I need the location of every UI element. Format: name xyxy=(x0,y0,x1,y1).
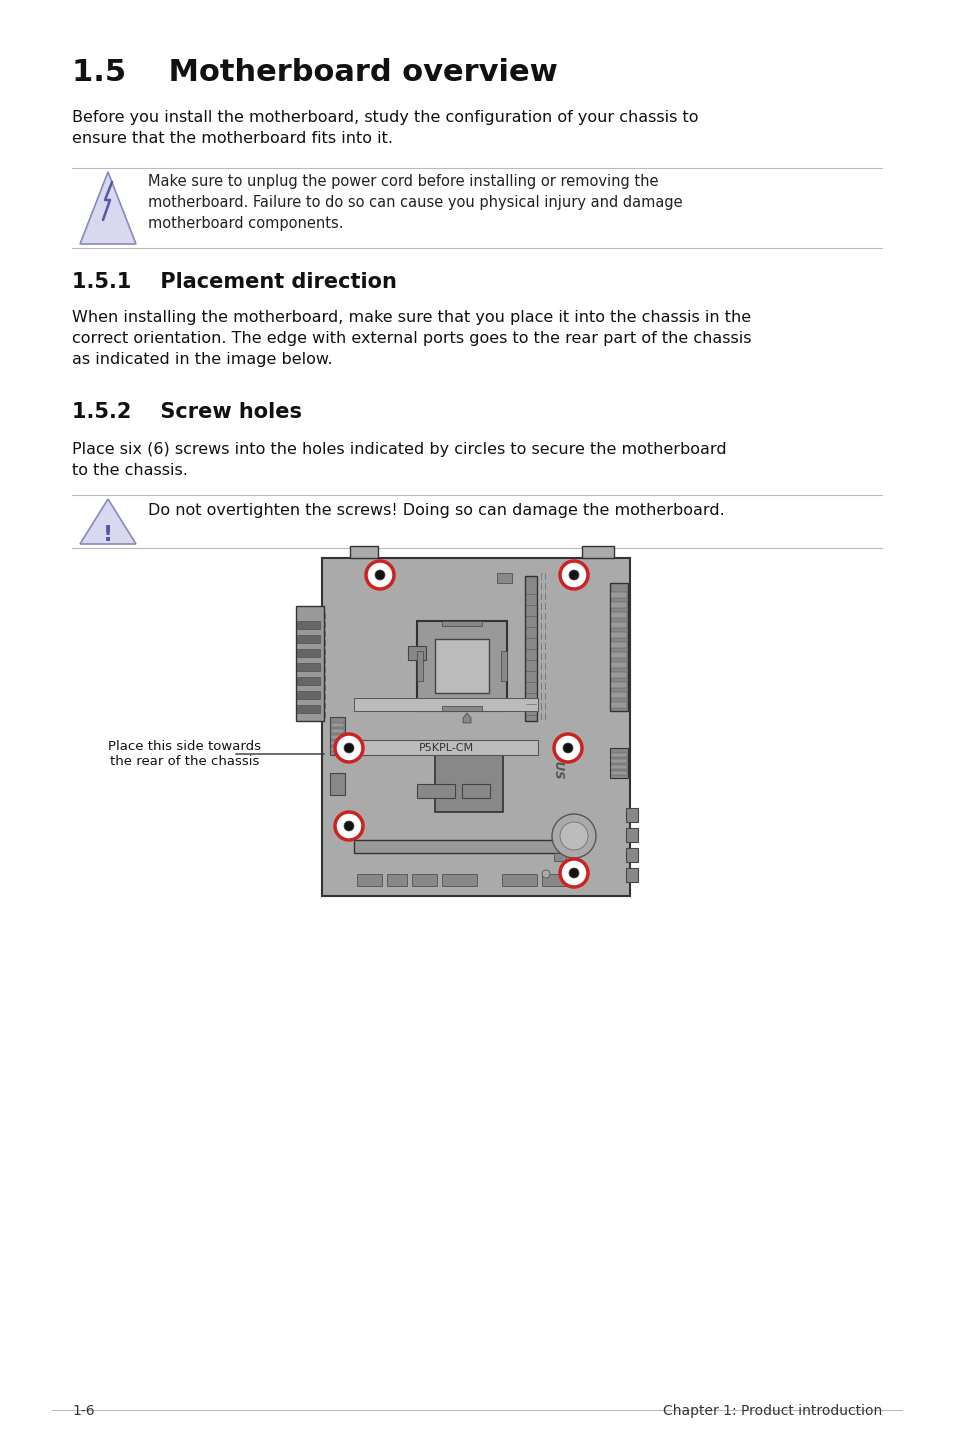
Text: Place this side towards
the rear of the chassis: Place this side towards the rear of the … xyxy=(109,741,261,768)
Circle shape xyxy=(559,561,587,590)
Bar xyxy=(296,692,319,699)
Bar xyxy=(435,743,502,812)
Circle shape xyxy=(335,812,363,840)
Bar xyxy=(296,649,319,657)
Text: 1.5    Motherboard overview: 1.5 Motherboard overview xyxy=(71,58,558,88)
Bar xyxy=(354,697,537,710)
Text: 1-6: 1-6 xyxy=(71,1403,94,1418)
Bar xyxy=(441,706,481,710)
Bar xyxy=(610,672,626,677)
Bar xyxy=(331,729,344,733)
Bar xyxy=(625,848,638,861)
Bar xyxy=(610,592,626,598)
Bar xyxy=(610,651,626,659)
Text: Make sure to unplug the power cord before installing or removing the
motherboard: Make sure to unplug the power cord befor… xyxy=(148,174,682,232)
Text: When installing the motherboard, make sure that you place it into the chassis in: When installing the motherboard, make su… xyxy=(71,311,751,367)
Text: 1.5.2    Screw holes: 1.5.2 Screw holes xyxy=(71,403,302,421)
Circle shape xyxy=(375,569,385,580)
Bar xyxy=(610,613,626,618)
Circle shape xyxy=(568,869,578,879)
Bar xyxy=(441,874,476,886)
Bar xyxy=(610,754,626,756)
Text: Place six (6) screws into the holes indicated by circles to secure the motherboa: Place six (6) screws into the holes indi… xyxy=(71,441,726,477)
Bar xyxy=(581,546,614,558)
Bar xyxy=(416,784,455,798)
Bar xyxy=(331,723,344,728)
Circle shape xyxy=(344,743,354,754)
Bar xyxy=(330,718,345,755)
Bar xyxy=(610,623,626,628)
Bar xyxy=(610,765,626,769)
Bar xyxy=(295,605,324,720)
Bar xyxy=(610,702,626,707)
Circle shape xyxy=(568,569,578,580)
Circle shape xyxy=(562,743,573,754)
Bar xyxy=(524,577,537,720)
FancyArrow shape xyxy=(462,713,471,723)
Circle shape xyxy=(335,733,363,762)
Text: ASUS: ASUS xyxy=(552,743,565,779)
Bar xyxy=(541,874,572,886)
Bar xyxy=(296,677,319,684)
Circle shape xyxy=(559,823,587,850)
Bar xyxy=(331,741,344,745)
Text: Before you install the motherboard, study the configuration of your chassis to
e: Before you install the motherboard, stud… xyxy=(71,109,698,147)
Bar xyxy=(625,869,638,881)
Bar xyxy=(354,840,568,853)
Bar xyxy=(441,621,481,626)
Bar xyxy=(350,546,377,558)
Bar xyxy=(408,646,426,660)
Circle shape xyxy=(344,821,354,831)
Circle shape xyxy=(554,733,581,762)
Circle shape xyxy=(559,858,587,887)
Bar xyxy=(435,638,489,693)
Bar xyxy=(610,682,626,687)
Bar xyxy=(416,621,506,710)
Circle shape xyxy=(366,561,394,590)
Bar xyxy=(331,735,344,739)
Bar xyxy=(501,874,537,886)
Bar xyxy=(610,631,626,638)
Bar xyxy=(330,774,345,795)
Bar xyxy=(387,874,407,886)
Bar xyxy=(610,759,626,764)
Bar xyxy=(500,651,506,682)
Bar xyxy=(354,741,537,755)
Bar xyxy=(461,784,490,798)
Text: Chapter 1: Product introduction: Chapter 1: Product introduction xyxy=(662,1403,882,1418)
Polygon shape xyxy=(80,499,136,544)
Bar xyxy=(625,808,638,823)
Circle shape xyxy=(541,870,550,879)
Bar xyxy=(609,748,627,778)
Bar xyxy=(497,572,512,582)
Bar xyxy=(610,603,626,608)
Polygon shape xyxy=(80,173,136,244)
Bar xyxy=(610,692,626,697)
Text: !: ! xyxy=(103,525,113,545)
Bar xyxy=(296,663,319,672)
Bar xyxy=(610,641,626,649)
Bar xyxy=(609,582,627,710)
Bar xyxy=(322,558,629,896)
Text: P5KPL-CM: P5KPL-CM xyxy=(418,743,473,754)
Text: 1.5.1    Placement direction: 1.5.1 Placement direction xyxy=(71,272,396,292)
Circle shape xyxy=(552,814,596,858)
Bar xyxy=(296,705,319,713)
Bar xyxy=(416,651,422,682)
Bar xyxy=(356,874,381,886)
Bar xyxy=(625,828,638,843)
Bar xyxy=(331,746,344,751)
Bar xyxy=(296,636,319,643)
Bar xyxy=(610,661,626,669)
Bar xyxy=(554,853,565,861)
Text: Do not overtighten the screws! Doing so can damage the motherboard.: Do not overtighten the screws! Doing so … xyxy=(148,503,724,518)
Bar xyxy=(296,621,319,628)
Bar xyxy=(412,874,436,886)
Bar xyxy=(610,771,626,775)
